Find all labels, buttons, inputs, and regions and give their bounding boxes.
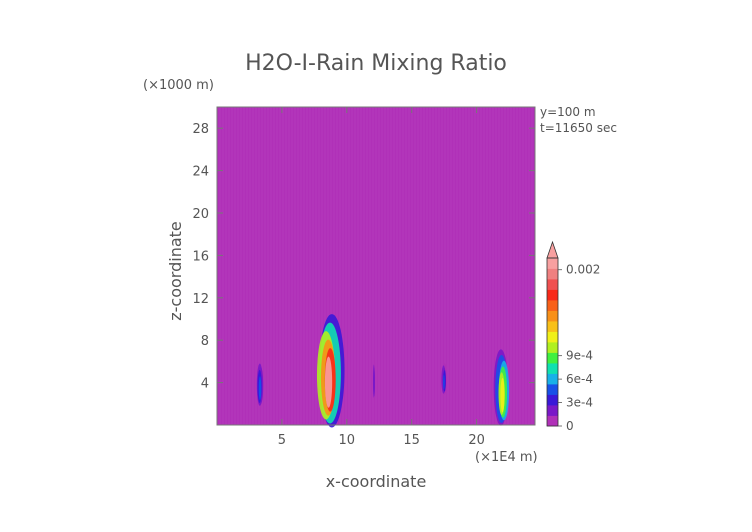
feature-layer: [443, 374, 445, 390]
chart-title: H2O-I-Rain Mixing Ratio: [245, 51, 507, 76]
colorbar-swatch: [547, 415, 558, 427]
colorbar-swatch: [547, 279, 558, 290]
colorbar-label: 0.002: [566, 263, 600, 277]
plot-area: [216, 106, 536, 428]
colorbar-label: 3e-4: [566, 396, 593, 410]
feature-layer: [324, 356, 333, 408]
colorbar-frame: [546, 257, 559, 427]
colorbar-swatch: [547, 289, 558, 301]
colorbar-swatch: [547, 363, 558, 374]
y-tick-label: 12: [192, 292, 209, 307]
x-axis-label: x-coordinate: [326, 472, 427, 491]
colorbar-swatch: [547, 268, 558, 280]
colorbar-swatch: [547, 394, 558, 406]
colorbar-label: 6e-4: [566, 372, 593, 386]
feature-layer: [259, 379, 261, 399]
colorbar-swatch: [547, 321, 558, 332]
colorbar: 0 3e-4 6e-4 9e-4 0.002: [546, 240, 600, 433]
feature-layer: [373, 374, 375, 394]
colorbar-swatch: [547, 331, 558, 343]
colorbar-swatch: [547, 342, 558, 353]
x-tick-label: 5: [278, 433, 286, 448]
x-axis: 5 10 15 20: [278, 107, 485, 448]
annotation-time: t=11650 sec: [540, 121, 617, 135]
colorbar-swatch: [547, 310, 558, 322]
colorbar-arrow: [546, 240, 559, 259]
colorbar-swatch: [547, 405, 558, 416]
colorbar-swatch: [547, 352, 558, 364]
feature-1: [316, 314, 345, 428]
y-axis: 4 8 12 16 20 24 28: [192, 122, 535, 392]
colorbar-swatch: [547, 258, 558, 269]
colorbar-swatch: [547, 384, 558, 395]
y-tick-label: 20: [192, 207, 209, 222]
feature-4: [493, 349, 510, 426]
feature-2: [372, 358, 376, 401]
y-scale-note: (×1000 m): [143, 78, 214, 93]
data-features: [256, 314, 510, 428]
feature-0: [256, 363, 264, 406]
colorbar-label: 0: [566, 419, 574, 433]
y-tick-label: 24: [192, 165, 209, 180]
x-scale-note: (×1E4 m): [475, 450, 538, 465]
x-tick-label: 15: [403, 433, 420, 448]
feature-3: [441, 362, 447, 395]
colorbar-swatch: [547, 300, 558, 311]
y-tick-label: 16: [192, 249, 209, 264]
x-tick-label: 10: [339, 433, 356, 448]
colorbar-label: 9e-4: [566, 349, 593, 363]
annotation-y: y=100 m: [540, 105, 596, 119]
y-tick-label: 8: [201, 334, 209, 349]
y-tick-label: 28: [192, 122, 209, 137]
x-tick-label: 20: [468, 433, 485, 448]
colorbar-swatch: [547, 373, 558, 385]
y-tick-label: 4: [201, 377, 209, 392]
feature-layer: [500, 377, 505, 413]
y-axis-label: z-coordinate: [166, 221, 185, 321]
plot-frame: [216, 106, 536, 426]
